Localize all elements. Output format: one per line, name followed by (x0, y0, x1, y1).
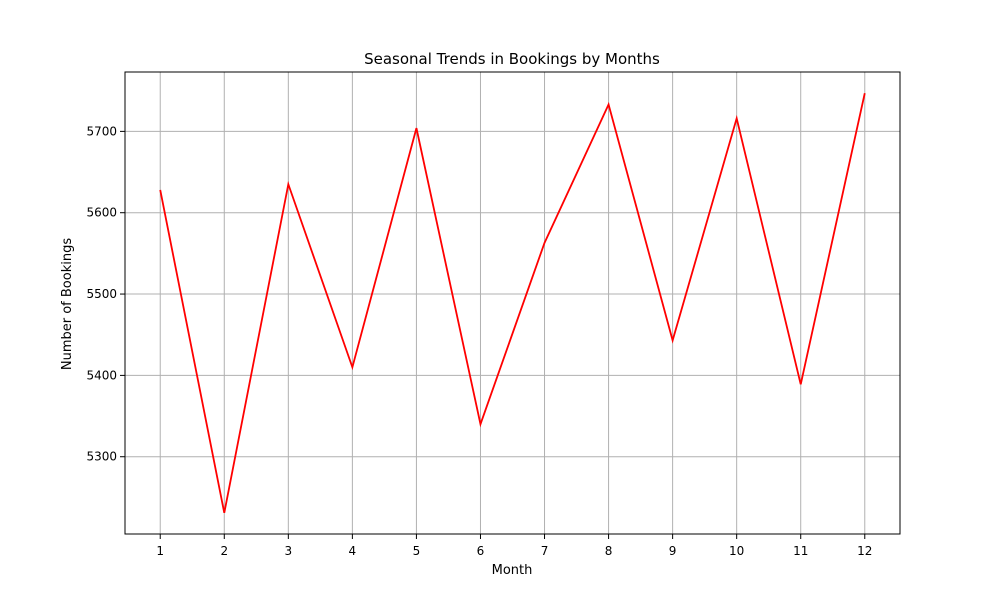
y-tick-label: 5300 (86, 450, 117, 464)
x-tick-label: 4 (349, 544, 357, 558)
x-tick-label: 5 (413, 544, 421, 558)
x-tick-label: 11 (793, 544, 808, 558)
chart-title: Seasonal Trends in Bookings by Months (364, 50, 660, 68)
x-tick-label: 2 (220, 544, 228, 558)
series-line (159, 92, 866, 514)
y-tick-label: 5500 (86, 287, 117, 301)
y-axis-label: Number of Bookings (60, 238, 75, 370)
x-axis-label: Month (492, 563, 533, 578)
y-tick-label: 5600 (86, 206, 117, 220)
x-tick-label: 9 (669, 544, 677, 558)
x-tick-label: 7 (541, 544, 549, 558)
y-tick-label: 5400 (86, 368, 117, 382)
x-tick-label: 6 (477, 544, 485, 558)
y-tick-label: 5700 (86, 124, 117, 138)
x-tick-label: 1 (156, 544, 164, 558)
axes-layer (124, 71, 901, 535)
x-tick-label: 8 (605, 544, 613, 558)
x-tick-label: 10 (729, 544, 744, 558)
x-tick-label: 12 (857, 544, 872, 558)
x-tick-label: 3 (285, 544, 293, 558)
series-layer (159, 92, 866, 514)
grid-layer (125, 72, 900, 534)
plot-frame (124, 71, 901, 535)
